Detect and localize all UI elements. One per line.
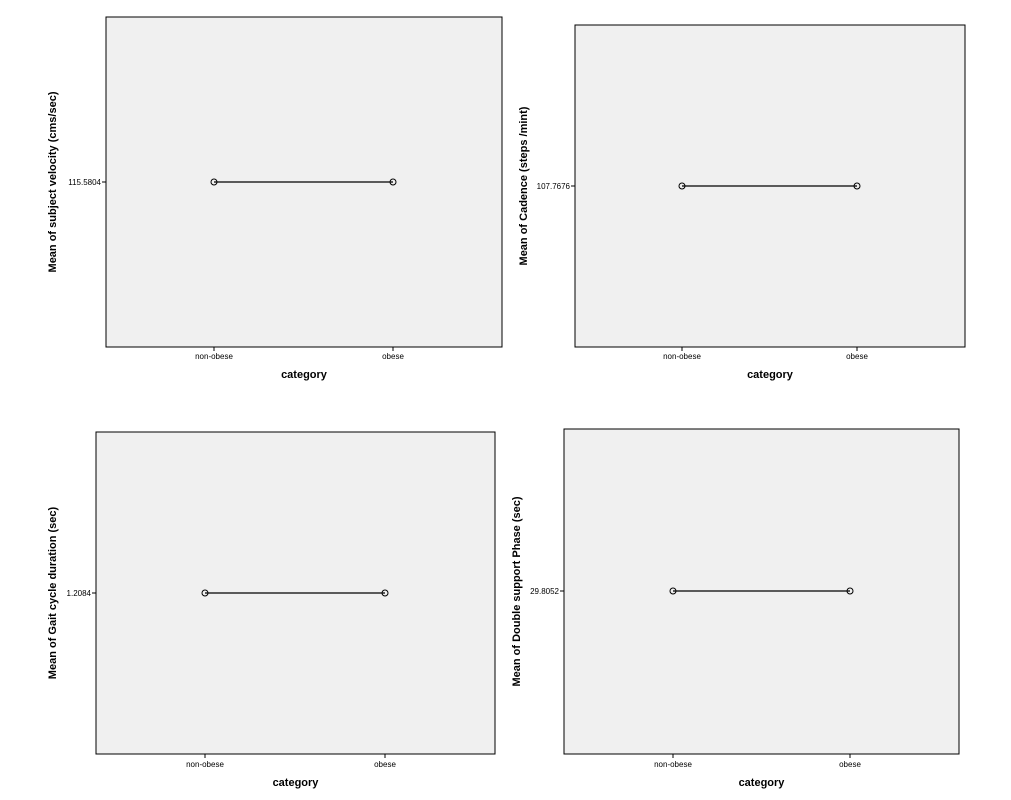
- x-tick-label: obese: [846, 352, 868, 361]
- x-tick-label: non-obese: [186, 760, 224, 769]
- y-tick-label: 107.7676: [537, 182, 571, 191]
- chart-panel-4: 29.8052 non-obese obese category Mean of Dou…: [511, 428, 960, 789]
- data-point: [669, 587, 677, 595]
- data-point: [381, 589, 389, 597]
- chart-panel-2: 107.7676 non-obese obese category Mean of Ca…: [518, 24, 966, 381]
- data-point: [201, 589, 209, 597]
- data-point: [678, 182, 686, 190]
- chart-panel-1: 115.5804 non-obese obese category Mean of su…: [47, 16, 503, 381]
- y-axis-title: Mean of Gait cycle duration (sec): [47, 506, 59, 679]
- y-axis-title: Mean of Cadence (steps /mint): [518, 106, 530, 265]
- x-tick-label: non-obese: [654, 760, 692, 769]
- y-tick-label: 29.8052: [530, 587, 559, 596]
- x-axis-title: category: [281, 369, 328, 381]
- y-tick-label: 115.5804: [68, 178, 101, 187]
- x-axis-title: category: [739, 777, 786, 789]
- y-axis-title: Mean of subject velocity (cms/sec): [47, 91, 59, 272]
- data-point: [210, 178, 218, 186]
- y-tick-label: 1.2084: [67, 589, 92, 598]
- data-point: [389, 178, 397, 186]
- y-axis-title: Mean of Double support Phase (sec): [511, 496, 523, 686]
- x-tick-label: non-obese: [195, 352, 233, 361]
- x-tick-label: obese: [382, 352, 404, 361]
- chart-panel-3: 1.2084 non-obese obese category Mean of Gait…: [47, 431, 496, 789]
- x-tick-label: non-obese: [663, 352, 701, 361]
- x-axis-title: category: [273, 777, 320, 789]
- data-point: [846, 587, 854, 595]
- data-point: [853, 182, 861, 190]
- x-tick-label: obese: [374, 760, 396, 769]
- x-tick-label: obese: [839, 760, 861, 769]
- x-axis-title: category: [747, 369, 794, 381]
